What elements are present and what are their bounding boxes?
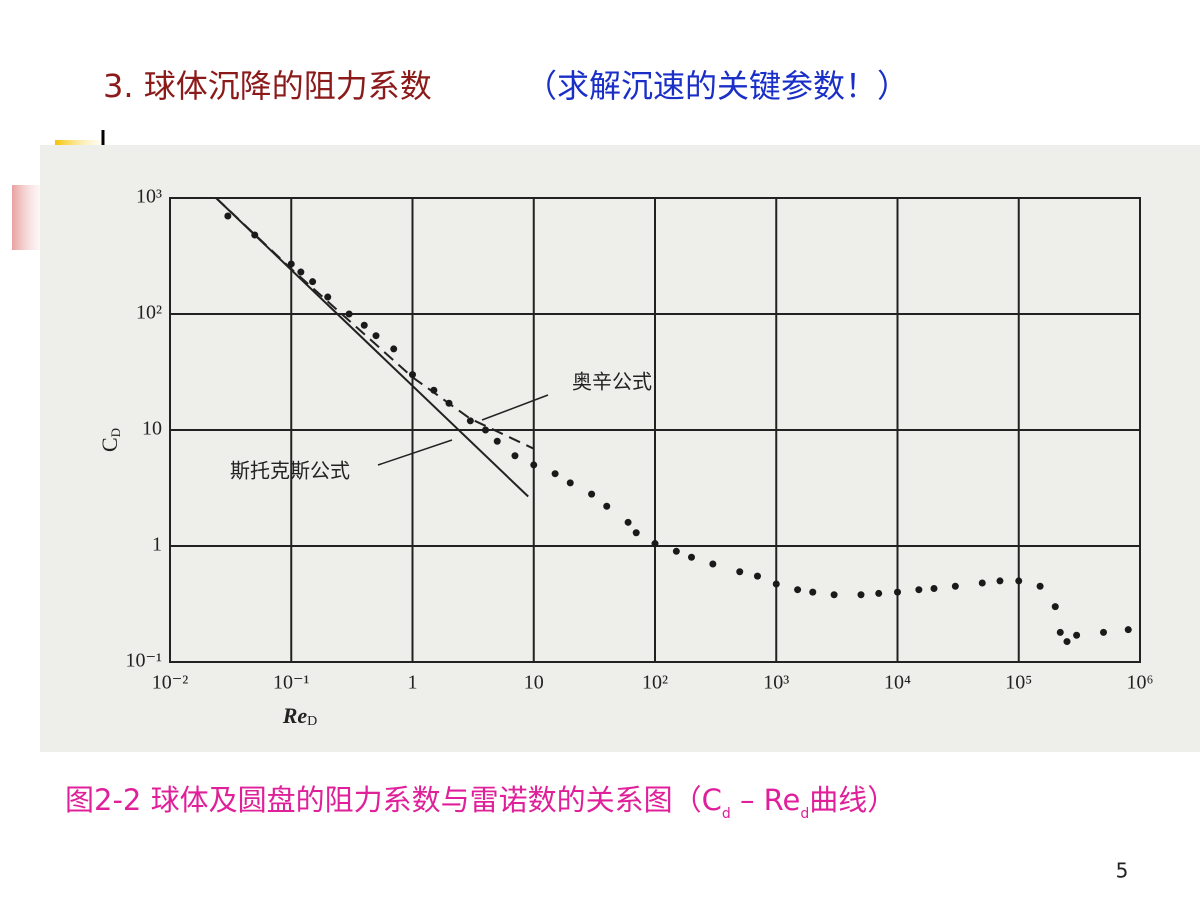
x-axis-label-main: Re	[282, 703, 308, 728]
slide-title: 3. 球体沉降的阻力系数	[103, 67, 432, 105]
data-point	[603, 502, 611, 510]
data-point	[651, 540, 659, 548]
data-point	[753, 572, 761, 580]
x-tick-label: 10⁴	[884, 672, 911, 694]
data-point	[1036, 582, 1044, 590]
data-point	[709, 560, 717, 568]
x-tick-label: 10²	[642, 672, 668, 694]
x-tick-label: 1	[408, 672, 418, 694]
data-point	[830, 591, 838, 599]
data-point	[930, 585, 938, 593]
theory-line	[215, 197, 535, 450]
theory-line	[215, 197, 529, 498]
data-point	[875, 589, 883, 597]
data-point	[996, 577, 1004, 585]
figure-background	[40, 145, 1200, 752]
x-tick-label: 10	[524, 672, 544, 694]
data-point	[915, 586, 923, 594]
data-point	[794, 586, 802, 594]
data-point	[857, 591, 865, 599]
data-point	[251, 231, 259, 239]
data-point	[360, 321, 368, 329]
y-tick-label: 10	[142, 418, 162, 440]
data-point	[297, 268, 305, 276]
data-point	[632, 529, 640, 537]
x-tick-label: 10³	[763, 672, 789, 694]
data-point	[772, 580, 780, 588]
line-annotation: 斯托克斯公式	[230, 459, 350, 483]
data-point	[430, 386, 438, 394]
data-point	[687, 553, 695, 561]
data-point	[1015, 577, 1023, 585]
data-point	[224, 212, 232, 220]
annotation-leader	[377, 439, 453, 466]
data-point	[390, 345, 398, 353]
y-axis-label-sub: D	[108, 428, 123, 437]
data-point	[1051, 603, 1059, 611]
x-tick-label: 10⁻¹	[273, 672, 310, 694]
slide-title-note: （求解沉速的关键参数！）	[525, 67, 909, 105]
data-point	[511, 452, 519, 460]
data-point	[1100, 628, 1108, 636]
data-point	[978, 579, 986, 587]
data-point	[551, 470, 559, 478]
data-point	[409, 371, 416, 379]
data-point	[566, 479, 574, 487]
data-point	[1056, 628, 1064, 636]
data-point	[951, 582, 959, 590]
y-tick-label: 10²	[136, 302, 162, 324]
data-point	[736, 568, 744, 576]
x-tick-label: 10⁻²	[152, 672, 189, 694]
y-axis-label-main: C	[97, 437, 122, 452]
data-point	[1124, 626, 1132, 634]
annotation-leader	[481, 394, 549, 421]
data-point	[588, 490, 596, 498]
data-point	[1073, 631, 1081, 639]
caption-text: – Re	[731, 783, 801, 817]
plot: 10⁻² 10⁻¹ 1 10 10² 10³ 10⁴ 10⁵ 10⁶10⁻¹11010²10³斯…	[125, 186, 1153, 694]
data-point	[309, 278, 317, 286]
caption-sub: d	[722, 806, 731, 822]
caption: 图2-2 球体及圆盘的阻力系数与雷诺数的关系图（Cd – Red曲线）	[65, 783, 896, 822]
data-point	[672, 547, 680, 555]
decor-bar	[55, 140, 115, 148]
data-point	[466, 417, 474, 425]
y-tick-label: 10³	[136, 186, 162, 208]
y-axis-label: CD	[97, 428, 123, 452]
page-number: 5	[1116, 859, 1129, 883]
data-point	[372, 332, 380, 340]
line-annotation: 奥辛公式	[572, 370, 652, 394]
data-point	[894, 588, 901, 596]
caption-text: 图2-2 球体及圆盘的阻力系数与雷诺数的关系图（C	[65, 783, 722, 817]
data-point	[530, 461, 538, 469]
caption-text: 曲线）	[809, 783, 896, 817]
data-point	[287, 260, 295, 268]
data-point	[624, 518, 632, 526]
data-point	[809, 588, 817, 596]
data-point	[324, 293, 332, 301]
data-point	[481, 426, 489, 434]
x-axis-label-sub: D	[307, 714, 317, 729]
data-point	[445, 399, 453, 407]
data-point	[1063, 638, 1071, 646]
data-point	[493, 437, 501, 445]
x-tick-label: 10⁶	[1127, 672, 1154, 694]
x-tick-label: 10⁵	[1005, 672, 1032, 694]
y-tick-label: 10⁻¹	[125, 650, 162, 672]
x-axis-label: ReD	[282, 703, 318, 729]
caption-sub: d	[800, 806, 809, 822]
y-tick-label: 1	[152, 534, 162, 556]
data-point	[345, 310, 353, 318]
